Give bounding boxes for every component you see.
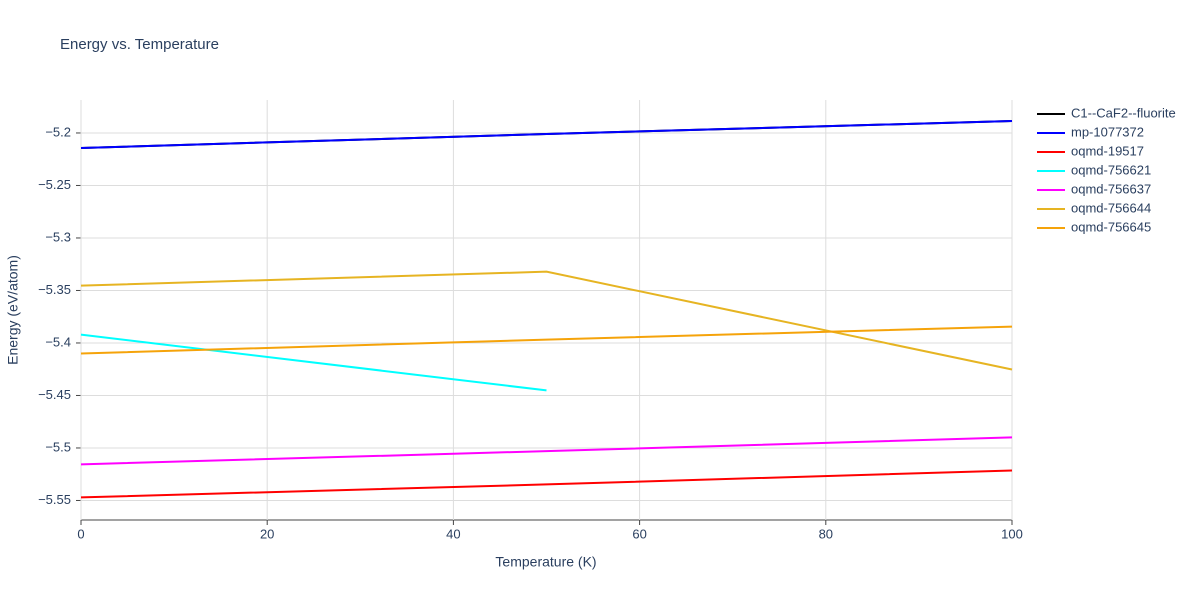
legend-label: oqmd-756644 xyxy=(1071,200,1151,215)
series-line xyxy=(80,325,1013,355)
x-tick-label: 20 xyxy=(260,526,274,541)
series-line xyxy=(80,469,1013,499)
legend-label: oqmd-756645 xyxy=(1071,219,1151,234)
y-tick-label: −5.3 xyxy=(45,229,71,244)
y-tick-label: −5.55 xyxy=(38,492,71,507)
legend-label: C1--CaF2--fluorite xyxy=(1071,105,1176,120)
series-line xyxy=(80,333,547,392)
series-line xyxy=(80,120,1013,149)
legend-label: oqmd-756621 xyxy=(1071,162,1151,177)
x-tick-label: 80 xyxy=(819,526,833,541)
x-tick-label: 100 xyxy=(1001,526,1023,541)
y-tick-label: −5.25 xyxy=(38,177,71,192)
legend-label: mp-1077372 xyxy=(1071,124,1144,139)
legend-label: oqmd-756637 xyxy=(1071,181,1151,196)
y-tick-label: −5.4 xyxy=(45,334,71,349)
x-tick-label: 40 xyxy=(446,526,460,541)
series-line xyxy=(80,270,1013,371)
series-line xyxy=(80,436,1013,466)
y-tick-label: −5.35 xyxy=(38,282,71,297)
y-tick-label: −5.2 xyxy=(45,124,71,139)
x-axis-label: Temperature (K) xyxy=(495,554,596,570)
y-tick-label: −5.5 xyxy=(45,439,71,454)
x-tick-label: 60 xyxy=(632,526,646,541)
chart-title: Energy vs. Temperature xyxy=(60,36,219,53)
x-tick-label: 0 xyxy=(77,526,84,541)
legend-label: oqmd-19517 xyxy=(1071,143,1144,158)
y-tick-label: −5.45 xyxy=(38,387,71,402)
y-axis-label: Energy (eV/atom) xyxy=(5,255,21,365)
